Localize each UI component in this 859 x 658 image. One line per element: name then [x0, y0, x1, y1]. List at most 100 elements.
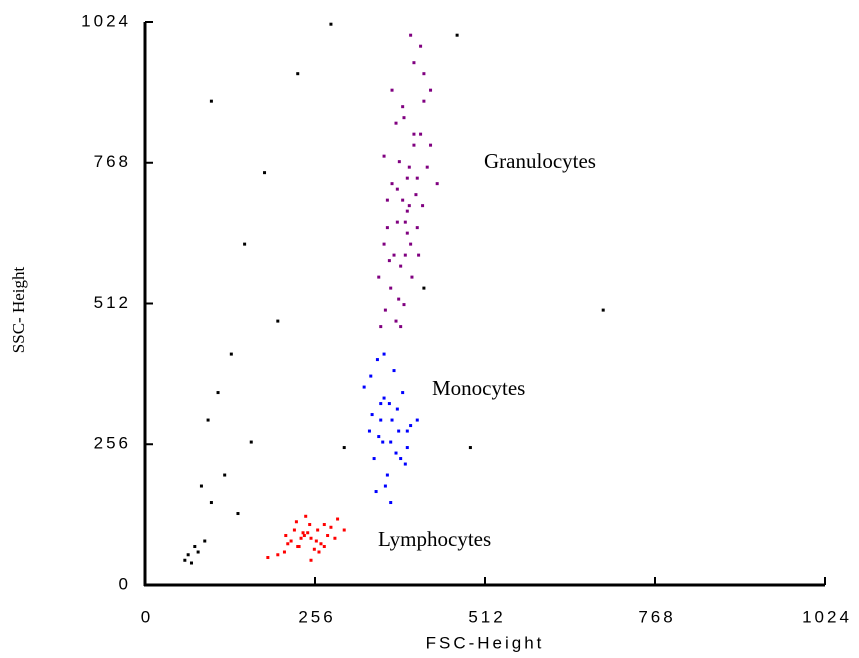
- point: [395, 220, 399, 224]
- point: [282, 550, 286, 554]
- point: [336, 517, 340, 521]
- point: [196, 550, 200, 554]
- point: [401, 391, 405, 395]
- point: [409, 242, 413, 246]
- point: [322, 545, 326, 549]
- point: [317, 550, 321, 554]
- point: [329, 22, 333, 26]
- x-axis-label: FSC-Height: [426, 633, 545, 652]
- point: [294, 520, 298, 524]
- point: [263, 171, 267, 175]
- point: [385, 226, 389, 230]
- point: [381, 440, 385, 444]
- point: [342, 446, 346, 450]
- point: [392, 369, 396, 373]
- point: [223, 473, 227, 477]
- point: [362, 385, 366, 389]
- point: [367, 429, 371, 433]
- point: [385, 473, 389, 477]
- point: [394, 451, 398, 455]
- point: [389, 440, 393, 444]
- point: [375, 358, 379, 362]
- point: [203, 539, 207, 543]
- point: [419, 132, 423, 136]
- point: [296, 72, 300, 76]
- point: [289, 539, 293, 543]
- point: [395, 187, 399, 191]
- population-label: Monocytes: [432, 376, 525, 400]
- point: [394, 121, 398, 125]
- point: [455, 33, 459, 37]
- point: [415, 226, 419, 230]
- point: [266, 556, 270, 560]
- point: [422, 99, 426, 103]
- point: [229, 352, 233, 356]
- point: [399, 264, 403, 268]
- point: [407, 165, 411, 169]
- point: [379, 418, 383, 422]
- point: [374, 490, 378, 494]
- point: [389, 501, 393, 505]
- point: [401, 105, 405, 109]
- point: [382, 242, 386, 246]
- point: [390, 182, 394, 186]
- point: [410, 275, 414, 279]
- point: [401, 198, 405, 202]
- point: [429, 143, 433, 147]
- point: [407, 204, 411, 208]
- point: [302, 534, 306, 538]
- point: [405, 176, 409, 180]
- point: [286, 542, 290, 546]
- point: [412, 61, 416, 65]
- point: [405, 209, 409, 213]
- point: [422, 72, 426, 76]
- point: [383, 484, 387, 488]
- point: [387, 259, 391, 263]
- point: [304, 514, 308, 518]
- point: [387, 402, 391, 406]
- point: [392, 253, 396, 257]
- point: [409, 424, 413, 428]
- point: [326, 534, 330, 538]
- point: [284, 534, 288, 538]
- point: [186, 553, 190, 557]
- point: [429, 88, 433, 92]
- point: [397, 160, 401, 164]
- point: [412, 132, 416, 136]
- point: [236, 512, 240, 516]
- point: [412, 143, 416, 147]
- x-tick-label: 256: [298, 607, 335, 626]
- point: [402, 116, 406, 120]
- point: [372, 457, 376, 461]
- point: [297, 545, 301, 549]
- point: [193, 545, 197, 549]
- point: [209, 501, 213, 505]
- point: [397, 429, 401, 433]
- x-tick-label: 768: [638, 607, 675, 626]
- point: [399, 457, 403, 461]
- point: [601, 308, 605, 312]
- point: [435, 182, 439, 186]
- y-tick-label: 256: [94, 434, 131, 453]
- x-tick-label: 0: [141, 607, 153, 626]
- point: [199, 484, 203, 488]
- point: [403, 462, 407, 466]
- point: [419, 44, 423, 48]
- point: [309, 536, 313, 540]
- point: [189, 561, 193, 565]
- point: [377, 435, 381, 439]
- point: [333, 536, 337, 540]
- y-axis-label: SSC- Height: [9, 267, 28, 354]
- y-tick-label: 768: [94, 152, 131, 171]
- point: [301, 531, 305, 535]
- point: [299, 536, 303, 540]
- point: [316, 528, 320, 532]
- point: [370, 413, 374, 417]
- point: [395, 407, 399, 411]
- point: [216, 391, 220, 395]
- point: [389, 286, 393, 290]
- point: [206, 418, 210, 422]
- x-tick-label: 512: [468, 607, 505, 626]
